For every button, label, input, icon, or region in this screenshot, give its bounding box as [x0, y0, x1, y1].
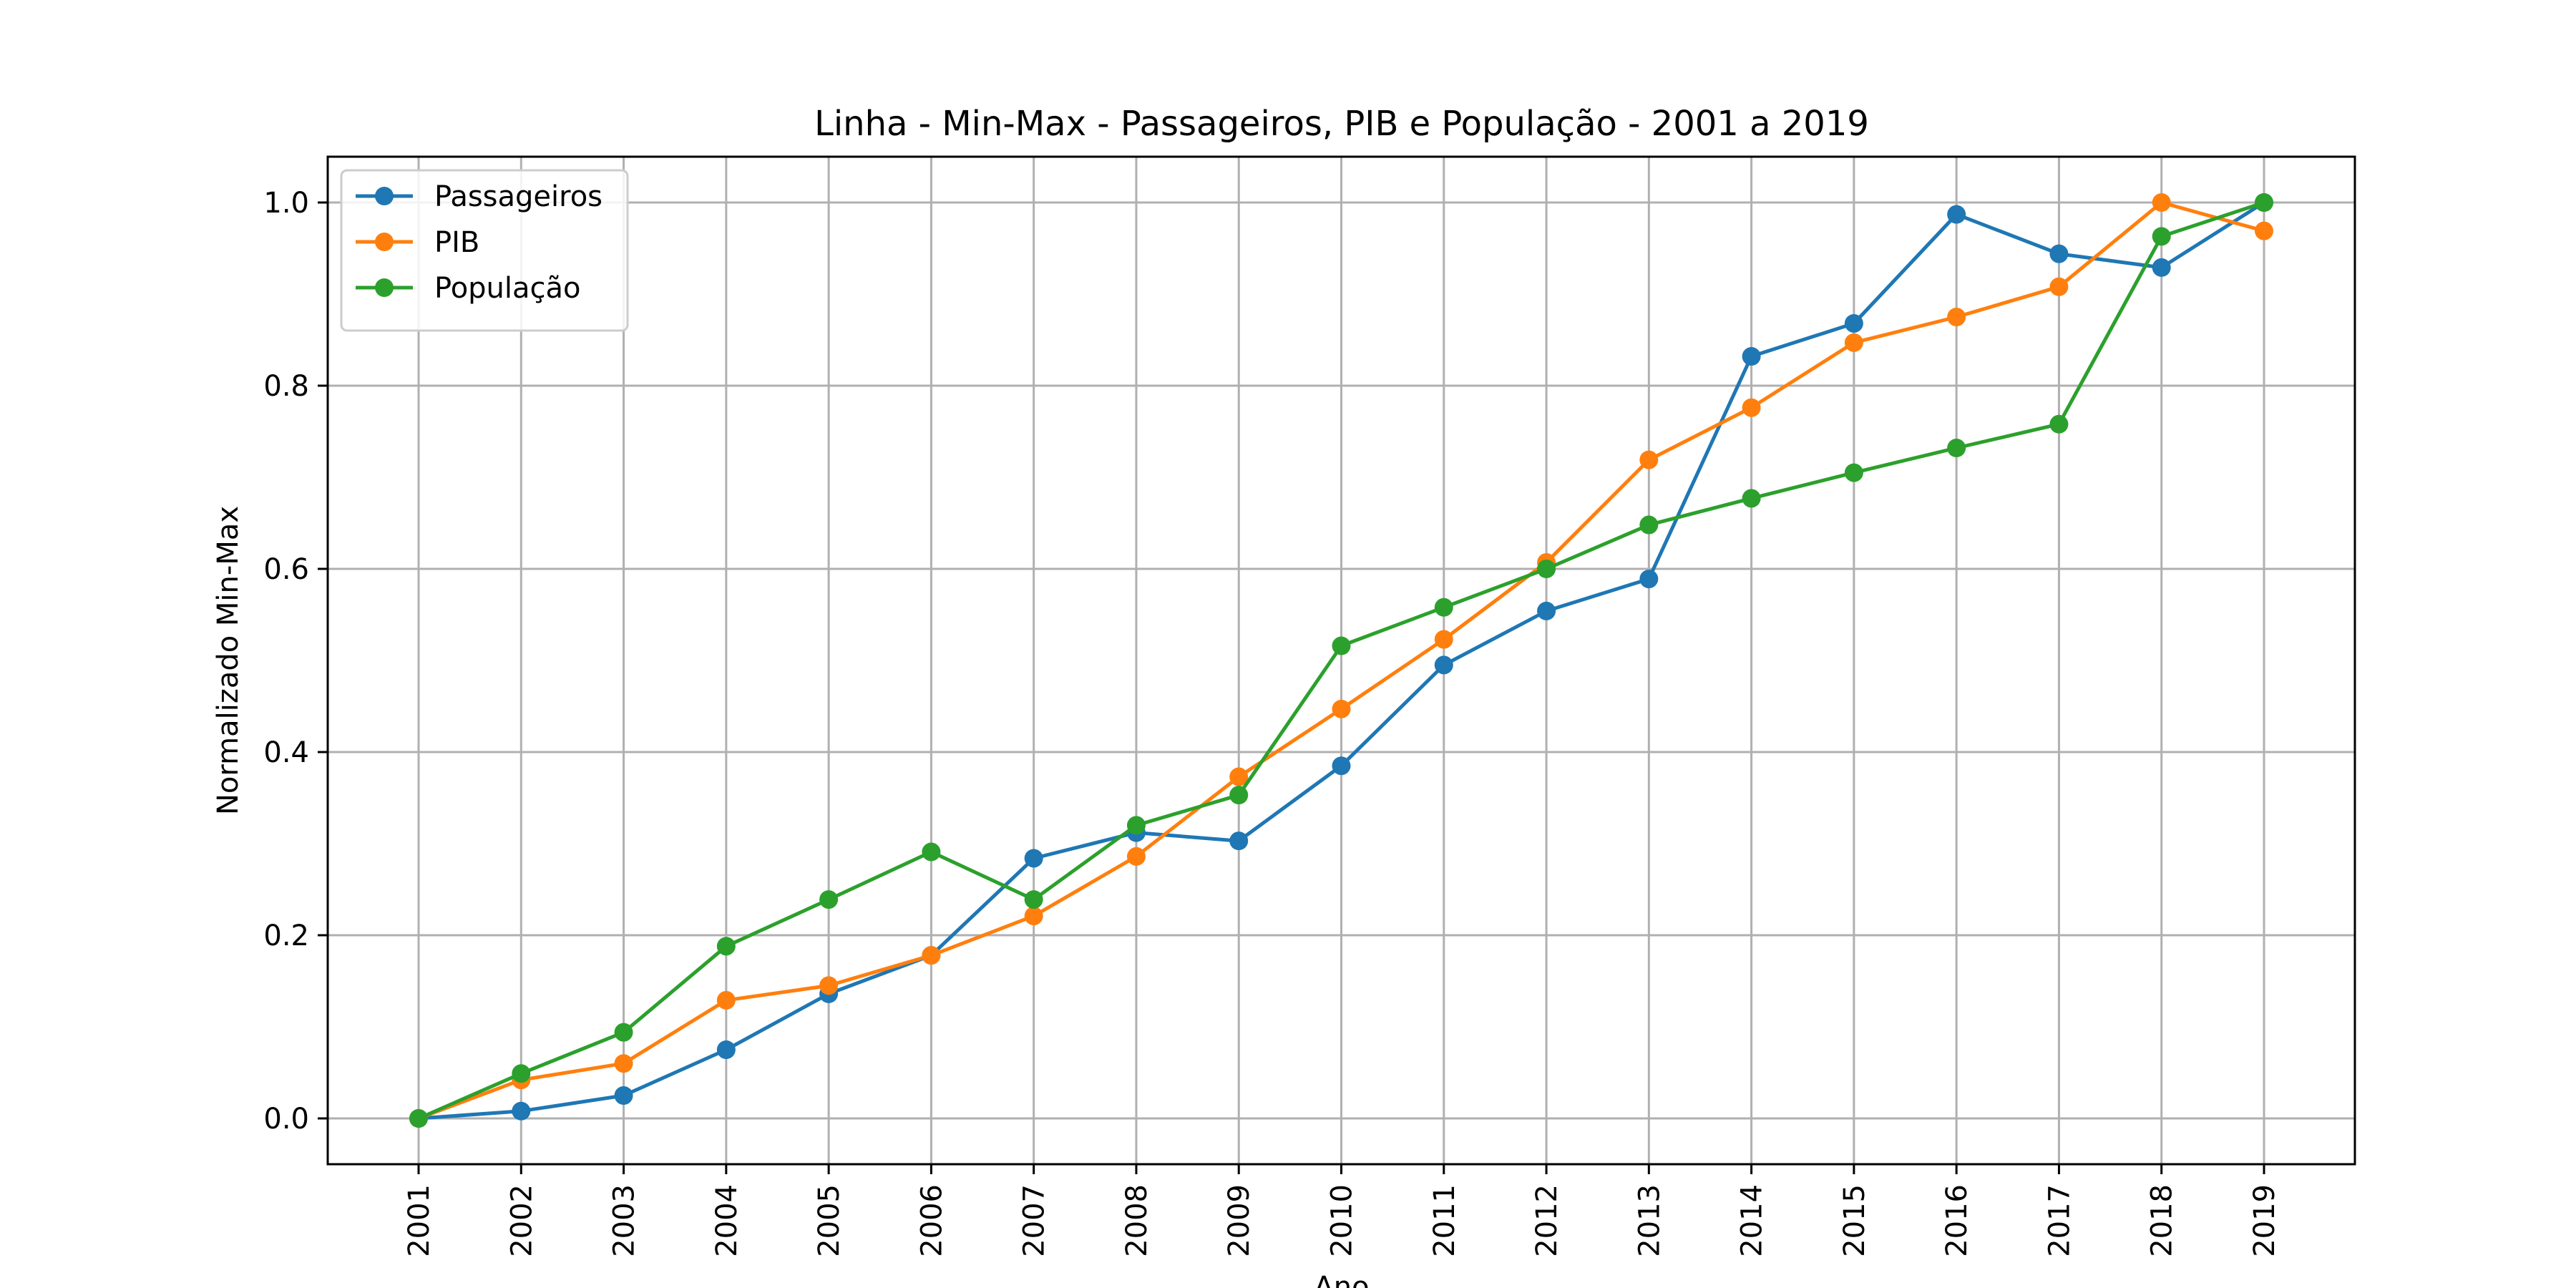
x-tick-label: 2005: [813, 1184, 846, 1257]
data-point: [819, 890, 839, 909]
data-point: [1844, 313, 1863, 333]
x-tick-label: 2012: [1531, 1184, 1563, 1257]
legend-label: População: [434, 272, 581, 305]
x-tick-label: 2004: [711, 1184, 743, 1257]
y-axis-ticks: 0.0 0.2 0.4 0.6 0.8 1.0: [263, 187, 328, 1136]
x-tick-label: 2006: [915, 1184, 948, 1257]
data-point: [1434, 655, 1453, 675]
data-point: [512, 1064, 531, 1083]
data-point: [1742, 347, 1761, 366]
data-point: [1742, 398, 1761, 417]
data-point: [1024, 890, 1043, 909]
data-point: [1947, 308, 1966, 326]
x-tick-label: 2019: [2248, 1184, 2281, 1257]
data-point: [1434, 630, 1453, 649]
data-point: [2152, 258, 2171, 277]
data-point: [2152, 193, 2171, 212]
x-tick-label: 2003: [608, 1184, 641, 1257]
data-point: [1024, 849, 1043, 868]
data-point: [2152, 227, 2171, 246]
y-tick-label: 0.0: [263, 1103, 309, 1136]
y-tick-label: 0.6: [263, 553, 309, 586]
data-point: [1844, 333, 1863, 352]
x-tick-label: 2001: [403, 1184, 436, 1257]
x-tick-label: 2010: [1326, 1184, 1359, 1257]
data-point: [2049, 414, 2069, 434]
data-point: [1639, 515, 1659, 535]
data-point: [1024, 907, 1043, 926]
legend-marker: [375, 187, 394, 205]
legend-item: PIB: [356, 226, 479, 259]
data-point: [1332, 636, 1351, 655]
data-point: [819, 976, 839, 995]
data-point: [1947, 439, 1966, 458]
series-layer: [409, 193, 2273, 1128]
data-point: [512, 1101, 531, 1121]
data-point: [1639, 570, 1659, 589]
data-point: [1537, 560, 1556, 578]
data-point: [1126, 816, 1146, 835]
data-point: [922, 842, 941, 862]
x-tick-label: 2007: [1018, 1184, 1051, 1257]
y-tick-label: 1.0: [263, 187, 309, 220]
data-point: [1332, 756, 1351, 776]
data-point: [614, 1023, 633, 1042]
legend-item: População: [356, 272, 581, 305]
legend-item: Passageiros: [356, 180, 602, 213]
data-point: [1537, 601, 1556, 620]
data-point: [716, 990, 736, 1010]
data-point: [1639, 450, 1659, 469]
data-point: [2255, 193, 2273, 212]
data-point: [716, 1040, 736, 1059]
data-point: [1126, 847, 1146, 866]
x-tick-label: 2014: [1736, 1184, 1769, 1257]
data-point: [716, 937, 736, 956]
data-point: [614, 1054, 633, 1073]
data-point: [2049, 277, 2069, 296]
x-axis-ticks: 2001 2002 2003 2004 2005 2006 2007 2008 2009 2010…: [403, 1164, 2281, 1257]
x-tick-label: 2009: [1223, 1184, 1256, 1257]
data-point: [614, 1086, 633, 1105]
series-população: [409, 193, 2273, 1128]
x-axis-label: Ano: [1314, 1271, 1369, 1288]
y-axis-label: Normalizado Min-Max: [212, 506, 245, 815]
data-point: [922, 946, 941, 965]
data-point: [1742, 489, 1761, 508]
series-pib: [409, 193, 2273, 1128]
x-tick-label: 2015: [1838, 1184, 1871, 1257]
data-point: [2255, 221, 2273, 240]
data-point: [2049, 244, 2069, 263]
data-point: [1229, 767, 1249, 786]
data-point: [1947, 205, 1966, 224]
legend-label: Passageiros: [434, 180, 602, 213]
data-point: [1229, 831, 1249, 851]
legend-marker: [375, 278, 394, 297]
x-tick-label: 2002: [505, 1184, 538, 1257]
x-tick-label: 2013: [1633, 1184, 1666, 1257]
legend-box: [340, 169, 629, 332]
data-point: [1434, 597, 1453, 617]
data-point: [1332, 699, 1351, 718]
y-tick-label: 0.2: [263, 919, 309, 952]
x-tick-label: 2011: [1428, 1184, 1461, 1257]
x-tick-label: 2018: [2146, 1184, 2179, 1257]
x-tick-label: 2008: [1121, 1184, 1153, 1257]
x-tick-label: 2017: [2043, 1184, 2076, 1257]
legend-marker: [375, 233, 394, 251]
x-tick-label: 2016: [1941, 1184, 1974, 1257]
data-point: [1844, 463, 1863, 482]
data-point: [409, 1109, 428, 1128]
y-tick-label: 0.4: [263, 736, 309, 769]
chart-title: Linha - Min-Max - Passageiros, PIB e Pop…: [814, 104, 1869, 144]
data-point: [1229, 786, 1249, 805]
legend: Passageiros PIB População: [340, 169, 629, 332]
y-tick-label: 0.8: [263, 370, 309, 403]
legend-label: PIB: [434, 226, 479, 259]
